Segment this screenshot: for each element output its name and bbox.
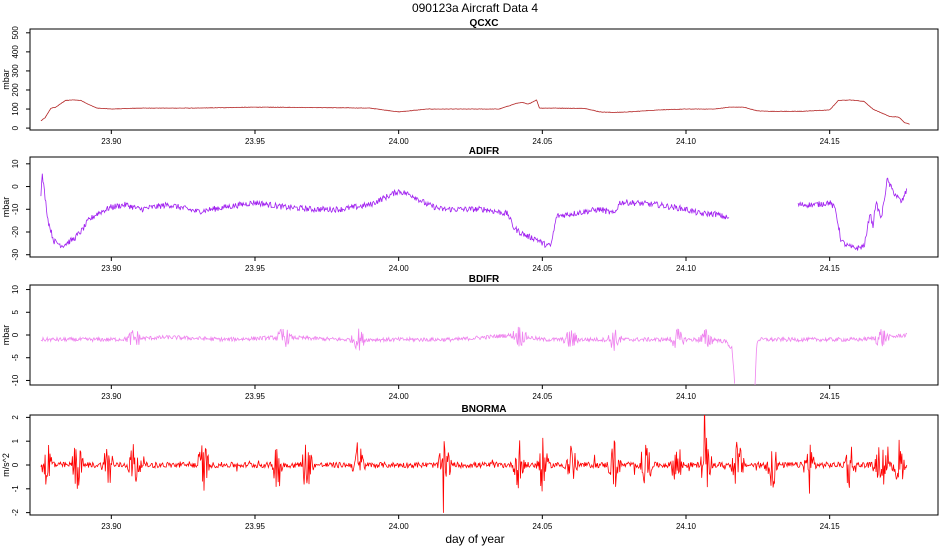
y-axis-label: m/s^2 xyxy=(1,453,11,477)
panel-bnorma: BNORMA m/s^2 -2 -1 0 1 2 23.90 23.95 24.00 24.05 24… xyxy=(1,404,939,531)
x-tick-label: 24.10 xyxy=(676,264,697,273)
panel-title: BNORMA xyxy=(462,404,507,415)
series-line-adifr-1 xyxy=(797,177,907,251)
y-tick-label: 100 xyxy=(11,102,20,116)
y-tick-label: 10 xyxy=(11,285,20,294)
series-line-bnorma-0 xyxy=(40,415,908,513)
y-tick-label: -2 xyxy=(11,509,20,517)
x-tick-label: 24.00 xyxy=(389,137,410,146)
x-tick-label: 23.90 xyxy=(101,264,122,273)
x-tick-label: 24.00 xyxy=(389,522,410,531)
y-axis-label: mbar xyxy=(1,325,11,346)
x-tick-label: 24.00 xyxy=(389,264,410,273)
x-tick-label: 23.95 xyxy=(245,392,266,401)
panel-title: ADIFR xyxy=(469,146,500,157)
y-tick-label: -5 xyxy=(11,354,20,362)
y-tick-label: -10 xyxy=(11,203,20,215)
y-tick-label: 1 xyxy=(11,438,20,443)
plot-frame xyxy=(29,28,939,131)
x-tick-label: 24.15 xyxy=(820,137,841,146)
x-tick-label: 24.15 xyxy=(820,522,841,531)
x-axis-label: day of year xyxy=(445,532,504,546)
y-tick-label: 0 xyxy=(11,462,20,467)
y-tick-label: -30 xyxy=(11,248,20,260)
x-tick-label: 24.10 xyxy=(676,392,697,401)
series-line-adifr-0 xyxy=(40,173,730,249)
y-tick-label: 5 xyxy=(11,309,20,314)
y-tick-label: -20 xyxy=(11,226,20,238)
x-tick-label: 23.95 xyxy=(245,522,266,531)
x-tick-label: 24.10 xyxy=(676,137,697,146)
panel-bdifr: BDIFR mbar -10 -5 0 5 10 23.90 23.95 24.00 24.05 24… xyxy=(1,274,939,401)
y-tick-label: 300 xyxy=(11,64,20,78)
x-tick-label: 24.10 xyxy=(676,522,697,531)
x-tick-label: 24.05 xyxy=(532,137,553,146)
plot-frame xyxy=(29,284,939,386)
plot-frame xyxy=(29,156,939,258)
x-tick-label: 24.05 xyxy=(532,392,553,401)
panel-qcxc: QCXC mbar 0 100 200 300 400 500 23.90 23.95 24.00 2… xyxy=(1,18,939,146)
series-line-qcxc-0 xyxy=(40,99,910,125)
x-tick-label: 24.15 xyxy=(820,392,841,401)
y-tick-label: 0 xyxy=(11,125,20,130)
x-tick-label: 23.90 xyxy=(101,137,122,146)
y-tick-label: 0 xyxy=(11,332,20,337)
panel-title: BDIFR xyxy=(469,274,500,285)
y-axis-label: mbar xyxy=(1,69,11,90)
x-tick-label: 24.05 xyxy=(532,522,553,531)
y-tick-label: -10 xyxy=(11,374,20,386)
y-tick-label: -1 xyxy=(11,485,20,493)
x-tick-label: 24.15 xyxy=(820,264,841,273)
figure-title: 090123a Aircraft Data 4 xyxy=(412,1,538,15)
y-tick-label: 500 xyxy=(11,26,20,40)
y-tick-label: 2 xyxy=(11,415,20,420)
series-line-bdifr-0 xyxy=(40,326,735,384)
y-tick-label: 200 xyxy=(11,83,20,97)
panel-adifr: ADIFR mbar -30 -20 -10 0 10 23.90 23.95 24.00 24.0… xyxy=(1,146,939,273)
x-tick-label: 23.95 xyxy=(245,264,266,273)
x-tick-label: 23.90 xyxy=(101,392,122,401)
panel-title: QCXC xyxy=(470,18,499,29)
x-tick-label: 23.95 xyxy=(245,137,266,146)
series-line-bdifr-1 xyxy=(754,329,908,385)
y-tick-label: 0 xyxy=(11,184,20,189)
y-axis-label: mbar xyxy=(1,197,11,218)
x-tick-label: 23.90 xyxy=(101,522,122,531)
y-tick-label: 10 xyxy=(11,159,20,168)
x-tick-label: 24.05 xyxy=(532,264,553,273)
y-tick-label: 400 xyxy=(11,45,20,59)
x-tick-label: 24.00 xyxy=(389,392,410,401)
